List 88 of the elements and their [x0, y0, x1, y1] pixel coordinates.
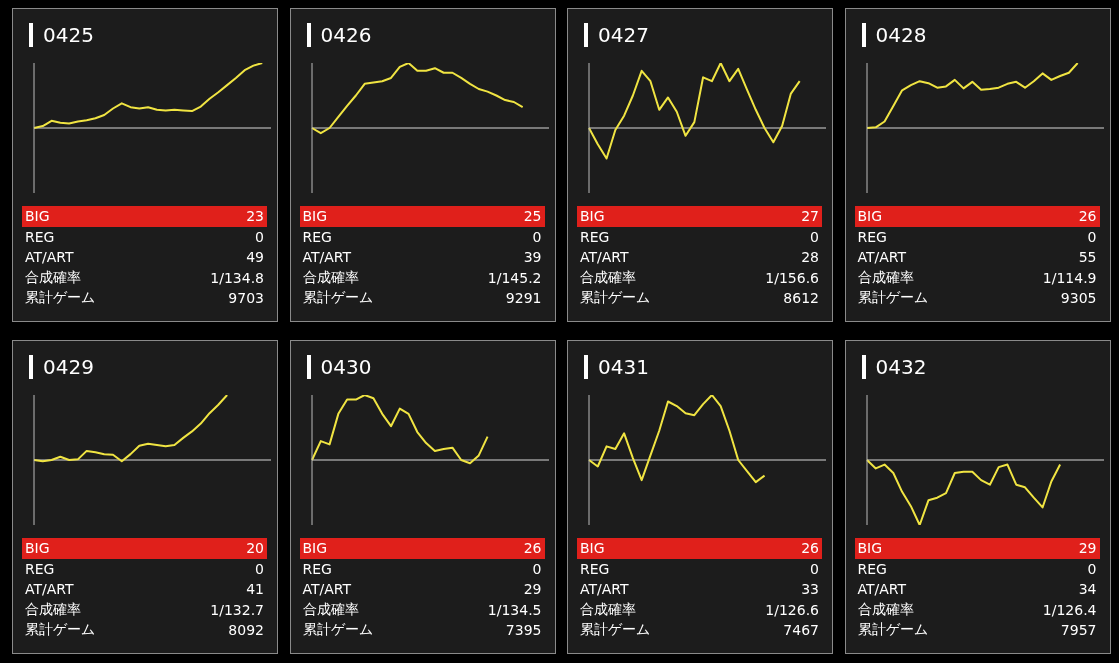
text: 7395	[505, 622, 542, 639]
text: AT/ART	[857, 249, 907, 266]
text: BIG	[302, 540, 328, 557]
text: 25	[523, 208, 542, 225]
text: 累計ゲーム	[857, 289, 928, 308]
chart-title: 0428	[875, 23, 927, 47]
text: REG	[302, 228, 332, 245]
text: 8612	[783, 290, 819, 307]
text: 0	[532, 560, 542, 577]
text: BIG	[25, 208, 50, 225]
text: 0	[255, 560, 264, 577]
text: BIG	[302, 208, 328, 225]
text: REG	[580, 228, 610, 245]
text: AT/ART	[302, 249, 352, 266]
text: BIG	[580, 208, 605, 225]
text: 1/126.4	[1042, 601, 1097, 618]
text: 合成確率	[580, 268, 636, 287]
chart-title: 0429	[43, 355, 94, 379]
text: 1/156.6	[765, 269, 819, 286]
text: 26	[523, 540, 542, 557]
text: AT/ART	[25, 581, 74, 598]
text: 合成確率	[857, 268, 914, 287]
text: 合成確率	[25, 600, 81, 619]
text: 33	[801, 581, 819, 598]
text: 49	[246, 249, 264, 266]
text: 累計ゲーム	[857, 621, 928, 640]
text: 20	[246, 540, 264, 557]
text: 29	[1078, 540, 1097, 557]
text: 0	[810, 228, 819, 245]
chart-title: 0425	[43, 23, 94, 47]
text: BIG	[25, 540, 50, 557]
text: 合成確率	[25, 268, 81, 287]
chart-title: 0431	[598, 355, 649, 379]
text: 0	[1087, 560, 1097, 577]
text: 合成確率	[302, 600, 359, 619]
text: REG	[25, 228, 55, 245]
text: BIG	[857, 540, 883, 557]
text: 7957	[1060, 622, 1097, 639]
text: 累計ゲーム	[580, 621, 650, 640]
chart-title: 0426	[320, 23, 372, 47]
text: REG	[302, 560, 332, 577]
text: AT/ART	[857, 581, 907, 598]
text: 累計ゲーム	[25, 289, 95, 308]
text: 9703	[228, 290, 264, 307]
text: 26	[801, 540, 819, 557]
text: 39	[523, 249, 542, 266]
text: AT/ART	[25, 249, 74, 266]
text: REG	[857, 228, 887, 245]
text: AT/ART	[580, 581, 629, 598]
text: 1/134.8	[210, 269, 264, 286]
text: AT/ART	[302, 581, 352, 598]
text: BIG	[857, 208, 883, 225]
text: 1/132.7	[210, 601, 264, 618]
text: 合成確率	[580, 600, 636, 619]
text: BIG	[580, 540, 605, 557]
text: 累計ゲーム	[302, 289, 373, 308]
text: 23	[246, 208, 264, 225]
text: 0	[532, 228, 542, 245]
text: 55	[1078, 249, 1097, 266]
text: 29	[523, 581, 542, 598]
text: REG	[857, 560, 887, 577]
text: 合成確率	[302, 268, 359, 287]
chart-title: 0427	[598, 23, 649, 47]
text: 1/126.6	[765, 601, 819, 618]
text: 9291	[505, 290, 542, 307]
text: 7467	[783, 622, 819, 639]
text: 0	[810, 560, 819, 577]
text: 41	[246, 581, 264, 598]
text: 28	[801, 249, 819, 266]
text: 26	[1078, 208, 1097, 225]
text: 累計ゲーム	[302, 621, 373, 640]
chart-title: 0432	[875, 355, 927, 379]
text: AT/ART	[580, 249, 629, 266]
text: 0	[255, 228, 264, 245]
chart-title: 0430	[320, 355, 372, 379]
text: 1/114.9	[1042, 269, 1097, 286]
text: 合成確率	[857, 600, 914, 619]
text: REG	[25, 560, 55, 577]
text: 34	[1078, 581, 1097, 598]
text: 1/145.2	[487, 269, 542, 286]
text: 9305	[1060, 290, 1097, 307]
text: REG	[580, 560, 610, 577]
text: 8092	[228, 622, 264, 639]
text: 累計ゲーム	[25, 621, 95, 640]
text: 累計ゲーム	[580, 289, 650, 308]
text: 1/134.5	[487, 601, 542, 618]
text: 0	[1087, 228, 1097, 245]
text: 27	[801, 208, 819, 225]
